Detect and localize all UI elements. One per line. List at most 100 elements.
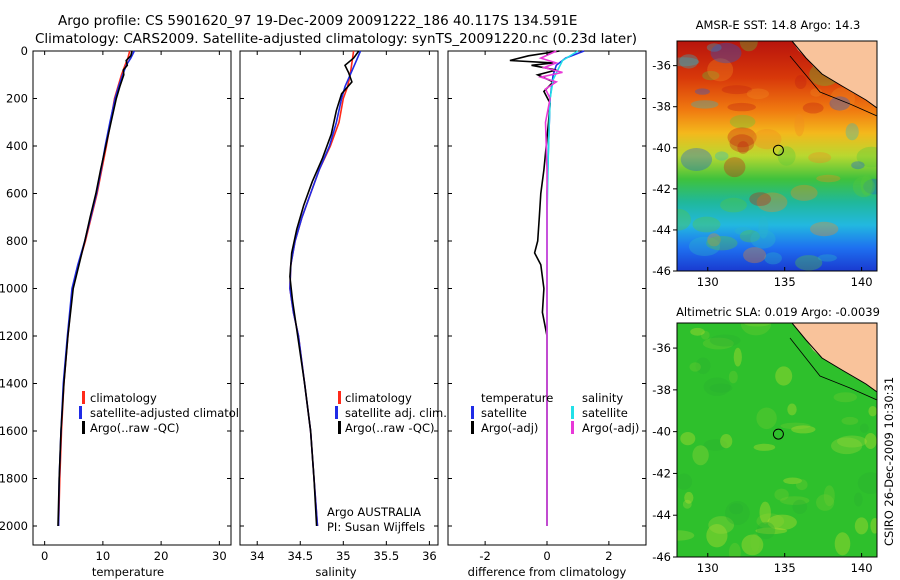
map-y-tick-label: -46	[652, 264, 671, 278]
map-texture-blob	[794, 75, 807, 89]
map-texture-blob	[706, 236, 738, 251]
map-texture-blob	[682, 499, 692, 509]
x-tick-label: 36	[422, 549, 437, 563]
sst-map-frame	[676, 40, 878, 272]
legend-argo: Argo(..raw -QC)	[90, 421, 180, 435]
sst-land-island	[818, 53, 838, 72]
map-texture-blob	[734, 227, 753, 235]
map-texture-blob	[780, 422, 811, 430]
legend-swatch-temp-argo	[471, 421, 474, 434]
legend-satellite-adj-clim: satellite adj. clim.	[345, 406, 447, 420]
map-texture-blob	[680, 148, 713, 171]
map-texture-blob	[749, 192, 772, 207]
map-texture-blob	[729, 114, 756, 129]
map-texture-blob	[851, 161, 865, 170]
y-tick-label: 1000	[0, 282, 28, 296]
salinity-legend: climatology satellite adj. clim. Argo(..…	[335, 391, 447, 435]
map-texture-blob	[744, 323, 771, 327]
legend-climatology: climatology	[90, 391, 157, 405]
legend-swatch-climatology	[82, 391, 85, 404]
legend-swatch-satellite	[335, 406, 338, 419]
map-texture-blob	[684, 491, 694, 504]
legend-swatch-sal-argo	[571, 421, 574, 434]
map-texture-blob	[802, 102, 824, 114]
map-texture-blob	[737, 141, 749, 154]
map-y-tick-label: -44	[652, 223, 671, 237]
map-texture-blob	[783, 477, 802, 485]
map-texture-blob	[753, 443, 776, 451]
map-texture-blob	[759, 501, 771, 524]
map-texture-blob	[816, 174, 841, 183]
map-texture-blob	[729, 134, 755, 153]
map-texture-blob	[810, 88, 823, 97]
sst-coastline	[791, 41, 877, 109]
map-texture-blob	[728, 542, 741, 557]
x-tick-label: 30	[212, 549, 227, 563]
map-texture-blob	[750, 229, 776, 249]
sla-shelf-contour	[789, 337, 877, 401]
map-texture-blob	[725, 501, 750, 525]
map-texture-blob	[703, 377, 731, 396]
sla-map-frame	[676, 322, 878, 558]
legend-sal-satellite: satellite	[582, 406, 628, 420]
map-texture-blob	[677, 57, 700, 67]
map-y-tick-label: -38	[652, 100, 671, 114]
x-tick-label: 2	[605, 549, 612, 563]
map-y-tick-label: -36	[652, 59, 671, 73]
map-texture-blob	[810, 221, 839, 237]
y-tick-label: 400	[6, 139, 28, 153]
map-texture-blob	[837, 435, 867, 448]
map-texture-blob	[739, 230, 761, 243]
map-texture-blob	[679, 54, 699, 69]
map-texture-blob	[708, 516, 735, 534]
map-texture-blob	[729, 503, 744, 515]
map-texture-blob	[816, 494, 835, 511]
y-tick-label: 1600	[0, 424, 28, 438]
map-texture-blob	[740, 323, 772, 336]
map-y-tick-label: -40	[652, 141, 671, 155]
sst-map-panel: AMSR-E SST: 14.8 Argo: 14.3 130 135 140 -46…	[652, 18, 878, 289]
series-line-argo-raw-qc-	[289, 50, 360, 527]
temperature-legend: climatology satellite-adjusted climatolo…	[79, 391, 260, 435]
x-tick-label: 20	[154, 549, 169, 563]
sst-shelf-contour	[789, 55, 877, 117]
map-texture-blob	[794, 113, 805, 137]
map-texture-blob	[834, 532, 851, 556]
map-y-tick-label: -38	[652, 383, 671, 397]
map-texture-blob	[677, 530, 695, 541]
legend-salinity-title: salinity	[582, 391, 623, 405]
map-texture-blob	[721, 85, 753, 95]
salinity-axes-frame	[239, 50, 439, 546]
y-tick-label: 600	[6, 187, 28, 201]
map-texture-blob	[790, 184, 818, 201]
legend-temp-satellite: satellite	[481, 406, 527, 420]
sst-land-australia	[792, 41, 877, 108]
figure-title-line-1: Argo profile: CS 5901620_97 19-Dec-2009 …	[58, 13, 577, 29]
temperature-axes-frame	[32, 50, 232, 546]
map-texture-blob	[728, 370, 738, 384]
legend-argo: Argo(..raw -QC)	[345, 421, 435, 435]
map-texture-blob	[795, 255, 823, 271]
map-texture-blob	[743, 247, 767, 264]
legend-swatch-argo	[338, 421, 341, 434]
map-x-tick-label: 140	[851, 275, 873, 289]
map-texture-blob	[863, 178, 877, 195]
map-texture-blob	[750, 533, 760, 552]
legend-temperature-title: temperature	[481, 391, 553, 405]
x-tick-label: 0	[543, 549, 550, 563]
map-x-tick-label: 135	[774, 275, 796, 289]
map-texture-blob	[859, 423, 869, 433]
map-texture-blob	[870, 518, 877, 534]
map-texture-blob	[700, 330, 710, 340]
argo-agency-annotation: Argo AUSTRALIA	[327, 505, 421, 519]
map-x-tick-label: 130	[697, 275, 719, 289]
sla-map-title: Altimetric SLA: 0.019 Argo: -0.0039	[676, 305, 880, 319]
map-texture-blob	[702, 70, 720, 81]
map-texture-blob	[677, 473, 693, 490]
legend-swatch-temp-satellite	[471, 406, 474, 419]
sla-float-marker	[772, 428, 784, 440]
map-texture-blob	[857, 472, 877, 494]
map-texture-blob	[767, 514, 797, 530]
y-tick-label: 0	[21, 44, 28, 58]
